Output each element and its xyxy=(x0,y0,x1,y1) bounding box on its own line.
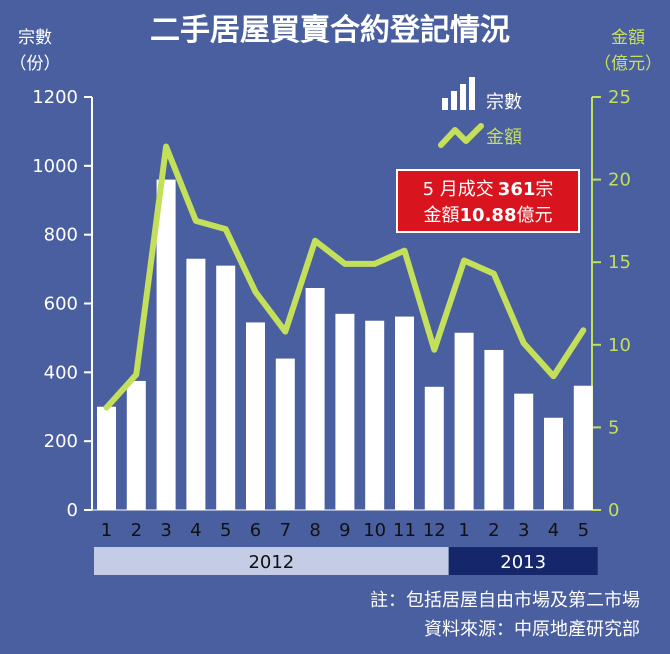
x-axis-tick-label: 3 xyxy=(160,520,171,541)
x-axis-tick-label: 6 xyxy=(250,520,261,541)
bar xyxy=(514,393,534,510)
left-axis-tick-label: 400 xyxy=(44,362,78,383)
bar xyxy=(305,288,325,510)
bar xyxy=(335,313,355,510)
bar xyxy=(484,349,504,510)
year-band xyxy=(94,547,449,575)
year-band xyxy=(448,547,598,575)
x-axis-tick-label: 7 xyxy=(280,520,291,541)
annotation-count-value: 361 xyxy=(498,179,536,200)
annotation-line1-suffix: 宗 xyxy=(535,179,553,200)
legend-line-icon xyxy=(438,123,484,148)
bar xyxy=(97,406,116,510)
bar-series xyxy=(97,179,593,510)
bar xyxy=(573,385,593,510)
bar xyxy=(156,179,176,510)
right-axis-tick-label: 10 xyxy=(608,335,631,356)
right-axis-tick-label: 25 xyxy=(608,87,631,108)
legend-label-count: 宗數 xyxy=(486,92,522,113)
bar xyxy=(544,417,563,510)
right-axis-label-line2: （億元） xyxy=(594,54,662,74)
left-axis-tick-label: 800 xyxy=(44,225,78,246)
left-axis-tick-label: 1000 xyxy=(32,156,78,177)
annotation-line1-prefix: 5 月成交 xyxy=(423,179,494,200)
x-axis-tick-label: 1 xyxy=(458,520,469,541)
x-axis-tick-label: 9 xyxy=(339,520,350,541)
bar xyxy=(216,265,236,510)
right-axis-tick-label: 20 xyxy=(608,170,631,191)
bar xyxy=(126,380,146,510)
bar xyxy=(186,258,206,510)
x-axis-tick-label: 5 xyxy=(578,520,589,541)
x-axis-tick-label: 11 xyxy=(393,520,416,541)
latest-month-annotation: 5 月成交 361宗 金額10.88億元 xyxy=(396,169,580,233)
left-axis-label-line2: （份） xyxy=(10,54,61,74)
source-note: 資料來源：中原地產研究部 xyxy=(424,619,640,640)
right-axis-label-line1: 金額 xyxy=(611,28,645,48)
x-axis-tick-label: 1 xyxy=(101,520,112,541)
legend: 宗數 金額 xyxy=(438,77,522,148)
left-axis: 0 200 400 600 800 1000 1200 xyxy=(32,87,592,521)
x-axis-tick-label: 3 xyxy=(518,520,529,541)
right-axis-tick-label: 15 xyxy=(608,252,631,273)
annotation-line1: 5 月成交 361宗 xyxy=(423,179,554,200)
year-label: 2013 xyxy=(500,552,546,573)
right-axis-tick-label: 0 xyxy=(608,500,619,521)
x-axis-tick-label: 4 xyxy=(190,520,201,541)
annotation-box xyxy=(396,169,580,233)
bar xyxy=(395,316,414,510)
footnote: 註：包括居屋自由市場及第二市場 xyxy=(370,590,640,611)
left-axis-tick-label: 0 xyxy=(67,500,78,521)
year-bands: 2012 2013 xyxy=(94,547,598,575)
chart-title: 二手居屋買賣合約登記情況 xyxy=(150,13,510,48)
bar xyxy=(246,322,265,510)
left-axis-tick-label: 1200 xyxy=(32,87,78,108)
left-axis-tick-label: 600 xyxy=(44,294,78,315)
legend-bar-icon xyxy=(442,77,475,110)
bar xyxy=(365,320,385,510)
x-axis-tick-label: 4 xyxy=(548,520,559,541)
x-axis-tick-label: 5 xyxy=(220,520,231,541)
bar xyxy=(275,358,295,510)
left-axis-tick-label: 200 xyxy=(44,431,78,452)
bar xyxy=(424,386,444,510)
annotation-amount-value: 10.88 xyxy=(460,205,517,226)
annotation-line2: 金額10.88億元 xyxy=(424,205,553,226)
left-axis-label-line1: 宗數 xyxy=(18,28,52,48)
x-axis-tick-label: 8 xyxy=(309,520,320,541)
legend-label-amount: 金額 xyxy=(486,127,522,148)
annotation-line2-suffix: 億元 xyxy=(516,205,552,226)
line-series xyxy=(103,143,587,411)
bar xyxy=(454,332,474,510)
x-axis-tick-label: 12 xyxy=(423,520,446,541)
x-axis-tick-label: 2 xyxy=(131,520,142,541)
x-axis-tick-label: 2 xyxy=(488,520,499,541)
right-axis-tick-label: 5 xyxy=(608,417,619,438)
right-axis: 0 5 10 15 20 25 xyxy=(591,87,631,521)
x-axis-tick-label: 10 xyxy=(363,520,386,541)
year-label: 2012 xyxy=(248,552,294,573)
x-axis-ticks: 1 2 3 4 5 6 7 8 9 10 11 12 1 2 3 4 5 xyxy=(101,520,589,541)
annotation-line2-prefix: 金額 xyxy=(424,205,460,226)
